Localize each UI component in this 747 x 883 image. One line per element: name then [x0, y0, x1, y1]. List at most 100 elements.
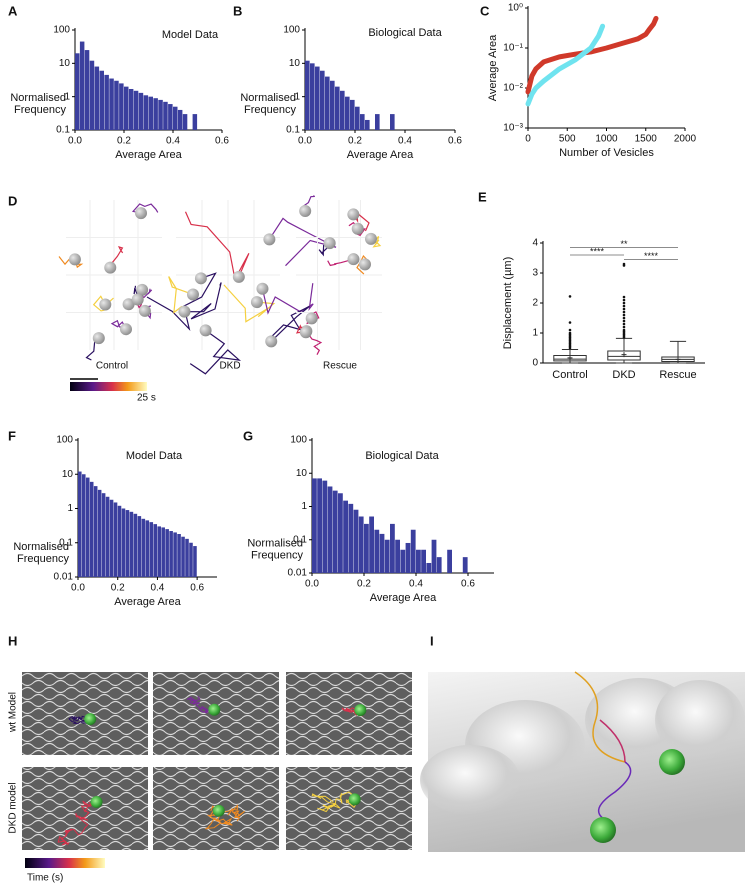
y-tick-label: 1 — [532, 328, 538, 339]
bar — [79, 41, 85, 130]
bar — [431, 539, 437, 573]
mean-marker — [567, 355, 573, 361]
panel-letter: A — [8, 3, 18, 18]
track — [131, 203, 159, 214]
bar — [426, 562, 432, 573]
bar — [89, 60, 95, 131]
track — [295, 324, 307, 334]
bar — [317, 478, 322, 573]
bar — [185, 538, 189, 577]
bar — [99, 70, 104, 130]
vesicle — [208, 703, 221, 716]
maze-tile — [22, 672, 148, 755]
image-label: Rescue — [323, 361, 357, 372]
particle — [263, 233, 276, 246]
bar — [447, 549, 452, 573]
y-tick-label: 3 — [532, 268, 538, 279]
y-axis-label: Normalised — [240, 92, 296, 104]
x-tick-label: 0.0 — [298, 136, 312, 147]
outlier — [622, 295, 626, 299]
panel-i-image — [420, 671, 745, 852]
particle — [305, 312, 318, 325]
bar — [128, 88, 134, 130]
bar — [129, 511, 134, 577]
bar — [330, 80, 335, 130]
bar — [97, 489, 102, 577]
y-tick-label: 2 — [532, 298, 538, 309]
particle — [364, 232, 377, 245]
particle — [131, 293, 144, 306]
particle — [199, 324, 212, 337]
bar — [109, 499, 114, 577]
bar — [114, 80, 119, 130]
y-axis-label: Frequency — [17, 553, 69, 565]
bar — [310, 63, 315, 131]
bar — [189, 542, 193, 577]
panel-letter: B — [233, 3, 242, 18]
colorbar-label: Time (s) — [27, 873, 63, 883]
x-tick-label: 500 — [559, 134, 576, 145]
bar — [353, 509, 359, 573]
bar — [374, 529, 380, 573]
y-tick-label: 100 — [283, 25, 300, 36]
particle — [68, 253, 81, 266]
bar — [78, 471, 82, 577]
bar — [355, 106, 360, 130]
outlier — [622, 304, 626, 308]
outlier — [622, 298, 626, 302]
track — [168, 276, 194, 314]
bar — [410, 529, 416, 573]
bar — [332, 490, 338, 573]
particle — [358, 258, 371, 271]
bar — [327, 486, 333, 573]
x-tick-label: 1500 — [635, 134, 658, 145]
particle — [99, 298, 112, 311]
y-tick-label: 0.01 — [288, 568, 308, 579]
particle — [232, 270, 245, 283]
y-tick-label: 1 — [67, 503, 73, 514]
maze-tile — [286, 672, 412, 755]
trajectory — [186, 696, 211, 714]
particle — [256, 282, 269, 295]
particle — [347, 208, 360, 221]
particle — [119, 323, 132, 336]
particle — [122, 298, 135, 311]
outlier — [622, 301, 626, 305]
outlier — [568, 321, 572, 324]
bar — [137, 516, 142, 577]
particle — [138, 304, 151, 317]
x-tick-label: 0.2 — [117, 136, 131, 147]
bar — [369, 516, 374, 573]
y-axis-label: Normalised — [247, 538, 303, 550]
colorbar — [70, 382, 147, 391]
particle — [347, 253, 360, 266]
bar — [375, 114, 380, 130]
bar — [133, 90, 139, 130]
bar — [421, 549, 426, 573]
y-tick-label: 10 — [62, 469, 74, 480]
y-tick-label: 10⁻³ — [503, 123, 523, 134]
annotation: Model Data — [126, 450, 183, 462]
bar — [182, 114, 188, 130]
bar — [390, 114, 395, 130]
bar — [416, 549, 421, 573]
vesicle — [348, 793, 361, 806]
track — [327, 258, 354, 267]
bar — [94, 66, 100, 130]
bar — [358, 516, 364, 573]
y-axis-label: Frequency — [14, 104, 66, 116]
x-tick-label: 0.0 — [71, 583, 85, 594]
outlier — [622, 325, 626, 329]
track — [268, 305, 310, 342]
bar — [93, 486, 98, 577]
particle — [351, 222, 364, 235]
y-tick-label: 0.1 — [293, 534, 307, 545]
bar — [340, 90, 345, 130]
track — [261, 283, 314, 315]
bar — [117, 505, 122, 577]
y-axis-label: Average Area — [487, 34, 499, 101]
y-tick-label: 0.01 — [54, 572, 74, 583]
particle — [136, 283, 149, 296]
bar — [75, 53, 80, 131]
x-axis-label: Average Area — [115, 149, 182, 161]
